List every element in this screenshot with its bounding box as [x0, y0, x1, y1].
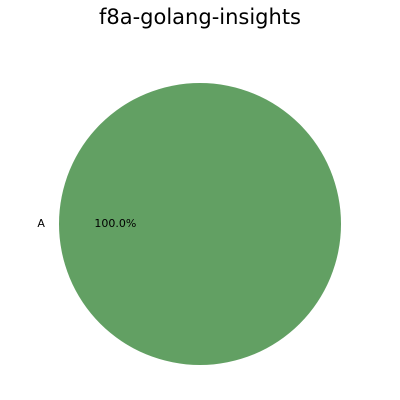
pie-slice-a: [59, 83, 341, 365]
pie-category-label: A: [37, 217, 45, 230]
pie-percent-label: 100.0%: [94, 217, 136, 230]
pie-slices: 100.0% A: [37, 83, 341, 365]
chart-title: f8a-golang-insights: [99, 5, 301, 29]
